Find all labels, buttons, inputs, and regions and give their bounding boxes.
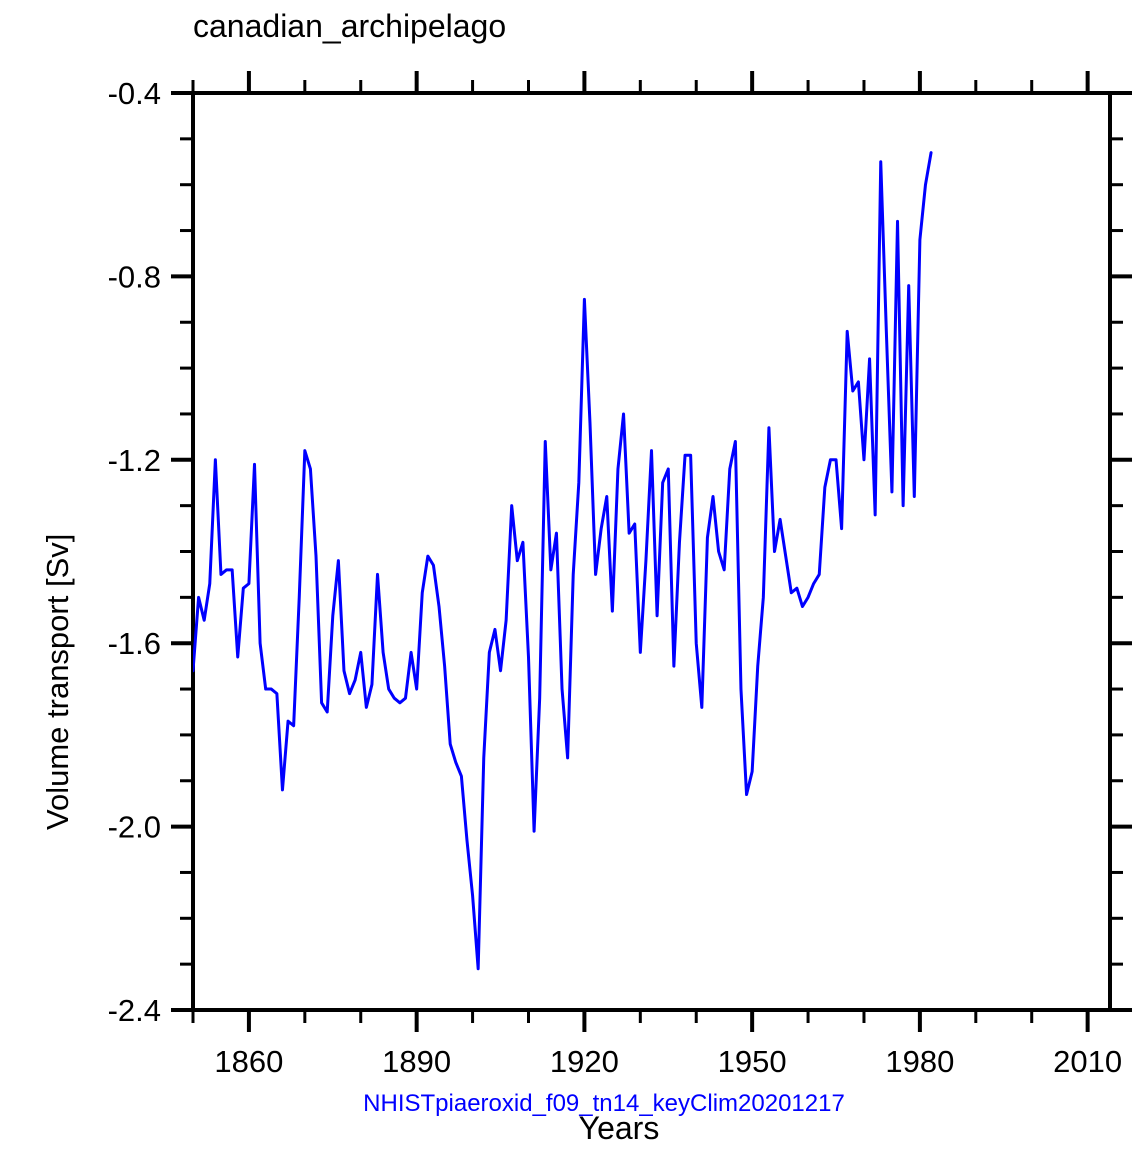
x-axis-label: Years <box>0 1110 1138 1147</box>
x-tick-label: 2010 <box>1053 1044 1122 1079</box>
x-tick-label: 1920 <box>550 1044 619 1079</box>
y-tick-label: -1.2 <box>108 443 161 478</box>
x-tick-label: 1980 <box>885 1044 954 1079</box>
x-tick-label: 1860 <box>214 1044 283 1079</box>
dataset-annotation-text: NHISTpiaeroxid_f09_tn14_keyClim20201217 <box>363 1090 845 1117</box>
y-tick-label: -2.4 <box>108 993 161 1028</box>
x-tick-label: 1950 <box>718 1044 787 1079</box>
y-tick-label: -1.6 <box>108 626 161 661</box>
y-tick-label: -2.0 <box>108 810 161 845</box>
x-axis-label-text: Years <box>578 1110 660 1146</box>
plot-frame <box>191 91 1112 1012</box>
dataset-annotation: NHISTpiaeroxid_f09_tn14_keyClim20201217 <box>0 1090 1138 1118</box>
data-series-line-0 <box>193 151 933 971</box>
page-title: canadian_archipelago <box>193 8 507 44</box>
y-tick-label: -0.4 <box>108 76 161 111</box>
y-axis-label: Volume transport [Sv] <box>40 533 75 830</box>
x-tick-label: 1890 <box>382 1044 451 1079</box>
y-tick-label: -0.8 <box>108 259 161 294</box>
